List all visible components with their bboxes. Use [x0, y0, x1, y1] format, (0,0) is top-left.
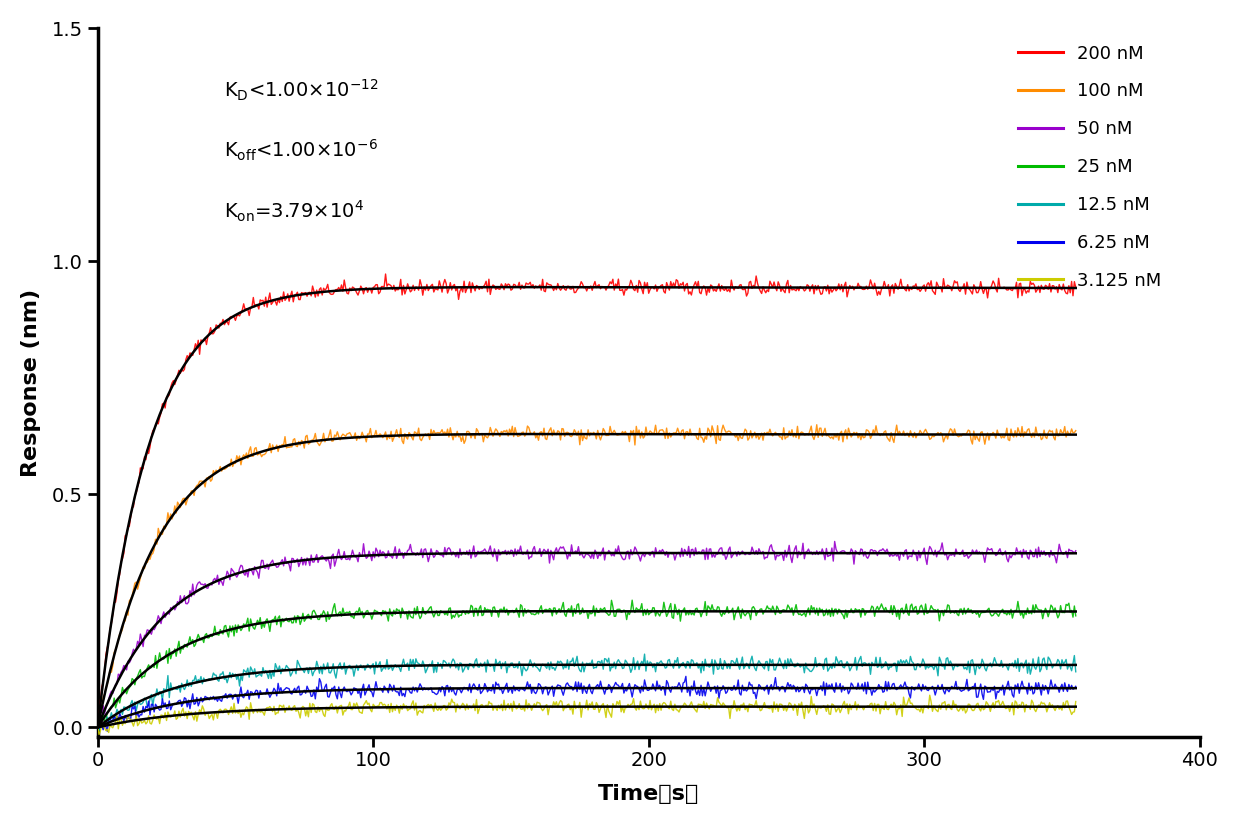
Text: $\mathregular{K_{on}}$=3.79×10$\mathregular{^4}$: $\mathregular{K_{on}}$=3.79×10$\mathregu… — [224, 198, 364, 224]
Legend: 200 nM, 100 nM, 50 nM, 25 nM, 12.5 nM, 6.25 nM, 3.125 nM: 200 nM, 100 nM, 50 nM, 25 nM, 12.5 nM, 6… — [1010, 37, 1168, 297]
X-axis label: Time（s）: Time（s） — [598, 785, 699, 804]
Text: $\mathregular{K_{off}}$<1.00×10$\mathregular{^{-6}}$: $\mathregular{K_{off}}$<1.00×10$\mathreg… — [224, 138, 378, 163]
Text: $\mathregular{K_D}$<1.00×10$\mathregular{^{-12}}$: $\mathregular{K_D}$<1.00×10$\mathregular… — [224, 78, 379, 103]
Y-axis label: Response (nm): Response (nm) — [21, 289, 41, 477]
